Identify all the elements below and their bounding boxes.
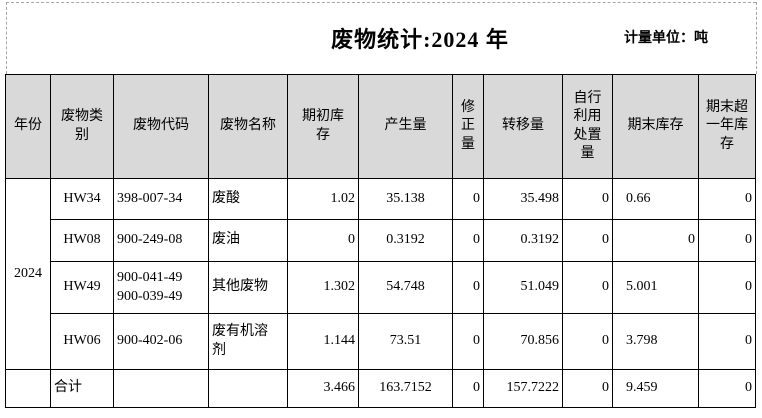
year-cell[interactable]: 2024	[5, 178, 51, 370]
column-header-year[interactable]: 年份	[5, 74, 51, 179]
transferred-cell[interactable]: 51.049	[483, 261, 563, 314]
transferred-cell[interactable]: 157.7222	[483, 369, 563, 408]
page-break-dashed-line-left	[6, 2, 7, 74]
column-header-self-disposal[interactable]: 自行 利用 处置 量	[562, 74, 613, 179]
report-title: 废物统计:2024 年	[331, 27, 509, 52]
correction-cell[interactable]: 0	[452, 261, 484, 314]
self-disposal-cell[interactable]: 0	[562, 219, 613, 262]
closing-stock-cell[interactable]: 5.001	[612, 261, 699, 314]
over-one-year-stock-cell[interactable]: 0	[698, 219, 756, 262]
opening-stock-cell[interactable]: 0	[287, 219, 359, 262]
generated-cell[interactable]: 0.3192	[358, 219, 453, 262]
waste-name-cell[interactable]: 其他废物	[208, 261, 288, 314]
page-break-dashed-line-right	[756, 2, 757, 74]
self-disposal-cell[interactable]: 0	[562, 313, 613, 370]
category-cell[interactable]: HW49	[50, 261, 114, 314]
category-cell[interactable]: HW06	[50, 313, 114, 370]
closing-stock-cell[interactable]: 0.66	[612, 178, 699, 220]
column-header-generated[interactable]: 产生量	[358, 74, 453, 179]
year-cell[interactable]	[5, 369, 51, 408]
over-one-year-stock-cell[interactable]: 0	[698, 178, 756, 220]
column-header-over-one-year-stock[interactable]: 期末超 一年库 存	[698, 74, 756, 179]
category-cell[interactable]: HW08	[50, 219, 114, 262]
opening-stock-cell[interactable]: 3.466	[287, 369, 359, 408]
waste-name-cell[interactable]: 废有机溶 剂	[208, 313, 288, 370]
table-body: 2024 HW34 398-007-34 废酸 1.02 35.138 0 35.498 0 0.…	[5, 178, 756, 408]
code-cell[interactable]: 900-402-06	[113, 313, 209, 370]
column-header-transferred[interactable]: 转移量	[483, 74, 563, 179]
table-row: HW08 900-249-08 废油 0 0.3192 0 0.3192 0 0 0	[6, 219, 756, 262]
table-row: HW06 900-402-06 废有机溶 剂 1.144 73.51 0 70.856 0 3.…	[6, 313, 756, 370]
over-one-year-stock-cell[interactable]: 0	[698, 261, 756, 314]
opening-stock-cell[interactable]: 1.144	[287, 313, 359, 370]
column-header-code[interactable]: 废物代码	[113, 74, 209, 179]
table-row: 2024 HW34 398-007-34 废酸 1.02 35.138 0 35.498 0 0.…	[5, 178, 756, 370]
correction-cell[interactable]: 0	[452, 178, 484, 220]
correction-cell[interactable]: 0	[452, 313, 484, 370]
table-row: 合计 3.466 163.7152 0 157.7222 0 9.459 0	[5, 369, 756, 408]
waste-name-cell[interactable]: 废油	[208, 219, 288, 262]
opening-stock-cell[interactable]: 1.02	[287, 178, 359, 220]
column-header-waste-name[interactable]: 废物名称	[208, 74, 288, 179]
column-header-closing-stock[interactable]: 期末库存	[612, 74, 699, 179]
category-cell[interactable]: HW34	[50, 178, 114, 220]
closing-stock-cell[interactable]: 0	[612, 219, 699, 262]
waste-name-cell[interactable]	[208, 369, 288, 408]
closing-stock-cell[interactable]: 3.798	[612, 313, 699, 370]
transferred-cell[interactable]: 0.3192	[483, 219, 563, 262]
category-cell[interactable]: 合计	[50, 369, 114, 408]
transferred-cell[interactable]: 35.498	[483, 178, 563, 220]
code-cell[interactable]	[113, 369, 209, 408]
column-header-correction[interactable]: 修 正 量	[452, 74, 484, 179]
column-header-category[interactable]: 废物类 别	[50, 74, 114, 179]
table-row: HW49 900-041-49 900-039-49 其他废物 1.302 54.748…	[6, 261, 756, 314]
generated-cell[interactable]: 163.7152	[358, 369, 453, 408]
self-disposal-cell[interactable]: 0	[562, 178, 613, 220]
generated-cell[interactable]: 73.51	[358, 313, 453, 370]
page-break-dashed-line-top	[6, 2, 756, 3]
waste-stats-table: 年份 废物类 别废物代码 废物名称 期初库 存产生量修 正 量转移量 自行 利用 处置 …	[5, 74, 756, 408]
over-one-year-stock-cell[interactable]: 0	[698, 313, 756, 370]
column-header-opening-stock[interactable]: 期初库 存	[287, 74, 359, 179]
transferred-cell[interactable]: 70.856	[483, 313, 563, 370]
table-header: 年份 废物类 别废物代码 废物名称 期初库 存产生量修 正 量转移量 自行 利用 处置 …	[5, 74, 756, 179]
over-one-year-stock-cell[interactable]: 0	[698, 369, 756, 408]
opening-stock-cell[interactable]: 1.302	[287, 261, 359, 314]
correction-cell[interactable]: 0	[452, 219, 484, 262]
code-cell[interactable]: 900-041-49 900-039-49	[113, 261, 209, 314]
code-cell[interactable]: 900-249-08	[113, 219, 209, 262]
generated-cell[interactable]: 35.138	[358, 178, 453, 220]
unit-label: 计量单位：吨	[624, 31, 708, 46]
waste-name-cell[interactable]: 废酸	[208, 178, 288, 220]
code-cell[interactable]: 398-007-34	[113, 178, 209, 220]
correction-cell[interactable]: 0	[452, 369, 484, 408]
self-disposal-cell[interactable]: 0	[562, 261, 613, 314]
generated-cell[interactable]: 54.748	[358, 261, 453, 314]
self-disposal-cell[interactable]: 0	[562, 369, 613, 408]
closing-stock-cell[interactable]: 9.459	[612, 369, 699, 408]
